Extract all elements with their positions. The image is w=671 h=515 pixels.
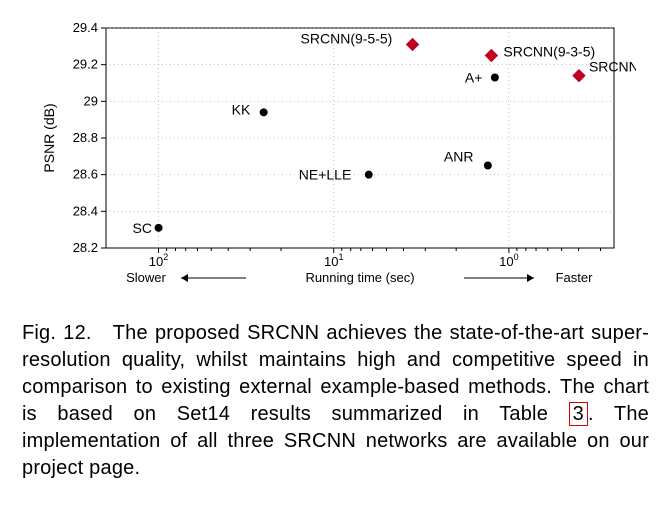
method-label: NE+LLE — [298, 167, 351, 183]
svg-text:Slower: Slower — [126, 270, 166, 285]
method-point — [364, 171, 372, 179]
x-axis-label: Running time (sec) — [305, 270, 414, 285]
svg-text:28.2: 28.2 — [72, 240, 97, 255]
svg-text:101: 101 — [323, 252, 342, 269]
svg-text:28.6: 28.6 — [72, 167, 97, 182]
method-point — [259, 108, 267, 116]
svg-text:28.8: 28.8 — [72, 130, 97, 145]
srcnn-point — [406, 39, 418, 51]
method-point — [490, 74, 498, 82]
svg-text:29.4: 29.4 — [72, 20, 97, 35]
method-label: KK — [231, 101, 250, 117]
method-label: A+ — [464, 70, 482, 86]
svg-text:102: 102 — [148, 252, 167, 269]
srcnn-point — [485, 50, 497, 62]
figure-label: Fig. 12. — [22, 322, 92, 344]
srcnn-point — [572, 70, 584, 82]
figure-caption: Fig. 12. The proposed SRCNN achieves the… — [16, 320, 655, 482]
srcnn-label: SRCNN(9-1-5) — [588, 59, 635, 75]
method-point — [483, 162, 491, 170]
srcnn-label: SRCNN(9-3-5) — [503, 44, 595, 60]
psnr-runtime-chart: 28.2 28.4 28.6 28.8 29 29.2 29.4 102 101 100 PSNR … — [36, 10, 636, 310]
svg-text:29: 29 — [83, 93, 97, 108]
svg-text:100: 100 — [499, 252, 518, 269]
srcnn-label: SRCNN(9-5-5) — [300, 31, 392, 47]
svg-text:Faster: Faster — [555, 270, 593, 285]
caption-text-a: The proposed SRCNN achieves the state-of… — [22, 322, 649, 425]
svg-text:29.2: 29.2 — [72, 57, 97, 72]
method-point — [154, 224, 162, 232]
method-label: ANR — [443, 149, 473, 165]
y-axis-label: PSNR (dB) — [41, 103, 57, 172]
method-label: SC — [132, 220, 151, 236]
table-ref: 3 — [569, 402, 588, 426]
svg-text:28.4: 28.4 — [72, 203, 97, 218]
